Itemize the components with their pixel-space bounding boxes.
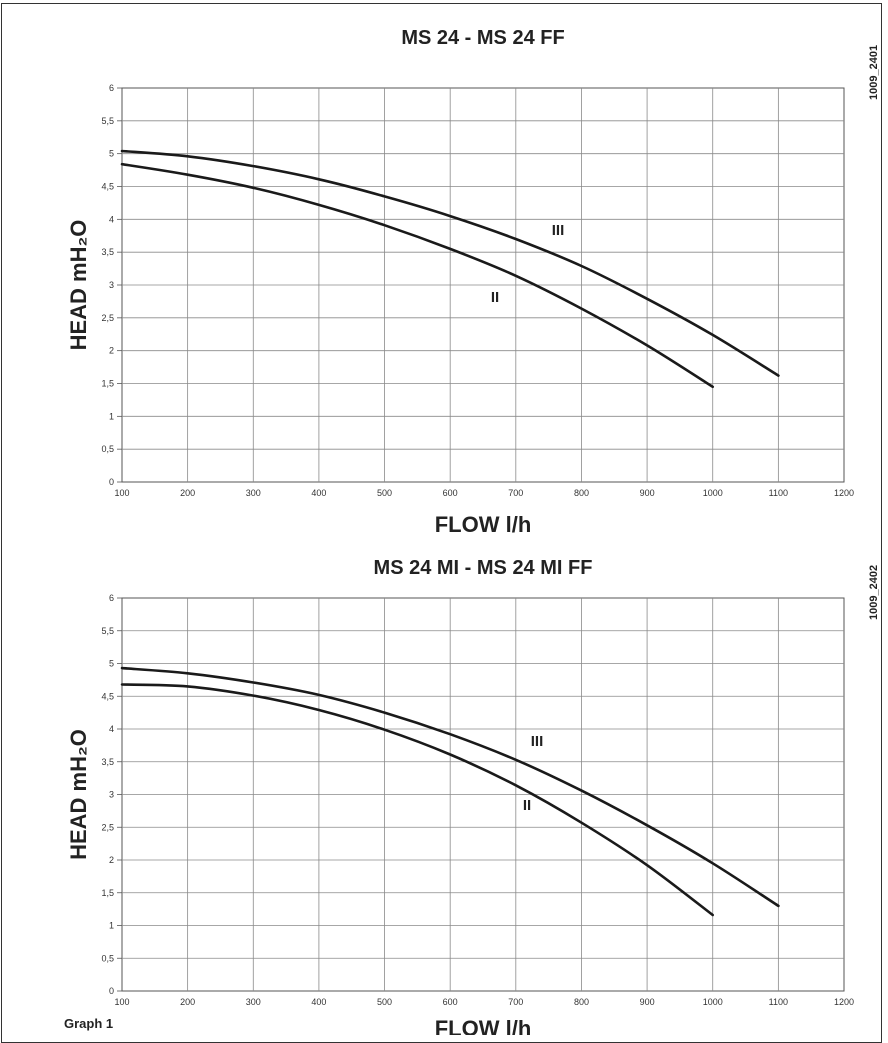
x-tick-label: 900 [640,488,655,498]
x-tick-label: 1000 [703,997,723,1007]
y-tick-label: 1 [109,411,114,421]
figure-code-bottom: 1009_2402 [868,564,880,620]
y-tick-label: 6 [109,83,114,93]
chart-panel-2: 100 200 300 400 500 600 700 800 900 1000 1100 1200 0… [66,557,854,1035]
series-label-ii: II [491,289,499,306]
x-tick-label: 600 [443,488,458,498]
y-tick-label: 3 [109,790,114,800]
y-tick-label: 4 [109,214,114,224]
y-tick-label: 5,5 [101,116,114,126]
x-tick-label: 700 [508,997,523,1007]
x-tick-label: 900 [640,997,655,1007]
y-tick-label: 2 [109,855,114,865]
y-tick-label: 2 [109,346,114,356]
series-line-ii [120,683,714,917]
y-tick-label: 4 [109,724,114,734]
x-tick-label: 600 [443,997,458,1007]
series-line-ii [120,162,714,389]
chart-panel-1: 100 200 300 400 500 600 700 800 900 1000 1100 1200 0… [66,27,854,537]
x-tick-label: 300 [246,997,261,1007]
x-tick-label: 1000 [703,488,723,498]
y-tick-label: 4,5 [101,691,114,701]
x-axis-label: FLOW l/h [435,512,532,537]
y-tick-label: 5 [109,149,114,159]
series-label-iii: III [552,222,565,239]
x-tick-label: 800 [574,488,589,498]
figure-code-top: 1009_2401 [868,44,880,100]
y-tick-label: 1,5 [101,379,114,389]
y-tick-label: 1,5 [101,888,114,898]
x-axis-label: FLOW l/h [435,1016,532,1035]
x-tick-label: 500 [377,488,392,498]
x-tick-label: 500 [377,997,392,1007]
chart-title: MS 24 - MS 24 FF [401,27,564,49]
y-tick-label: 0 [109,986,114,996]
series-line-iii [120,149,780,377]
x-tick-label: 100 [114,488,129,498]
x-tick-label: 300 [246,488,261,498]
y-tick-label: 5,5 [101,626,114,636]
x-tick-label: 400 [311,488,326,498]
y-axis-label: HEAD mH₂O [66,220,91,351]
series-line-iii [120,666,780,908]
y-tick-label: 0 [109,477,114,487]
x-tick-label: 1100 [769,997,788,1007]
y-tick-label: 0,5 [101,953,114,963]
series-label-iii: III [531,733,544,750]
x-tick-label: 1100 [769,488,788,498]
y-tick-label: 3,5 [101,247,114,257]
y-tick-label: 1 [109,921,114,931]
y-tick-label: 4,5 [101,182,114,192]
y-tick-label: 3 [109,280,114,290]
y-tick-label: 6 [109,593,114,603]
x-tick-label: 1200 [834,488,854,498]
graph-label: Graph 1 [64,1016,114,1031]
chart-title: MS 24 MI - MS 24 MI FF [374,557,593,579]
y-tick-label: 2,5 [101,822,114,832]
x-tick-label: 700 [508,488,523,498]
x-tick-label: 1200 [834,997,854,1007]
x-tick-label: 400 [311,997,326,1007]
x-tick-label: 200 [180,488,195,498]
y-tick-label: 0,5 [101,444,114,454]
x-tick-label: 200 [180,997,195,1007]
x-tick-label: 800 [574,997,589,1007]
y-tick-label: 5 [109,659,114,669]
x-tick-label: 100 [114,997,129,1007]
y-tick-label: 2,5 [101,313,114,323]
y-axis-label: HEAD mH₂O [66,729,91,860]
y-tick-label: 3,5 [101,757,114,767]
series-label-ii: II [523,797,531,814]
